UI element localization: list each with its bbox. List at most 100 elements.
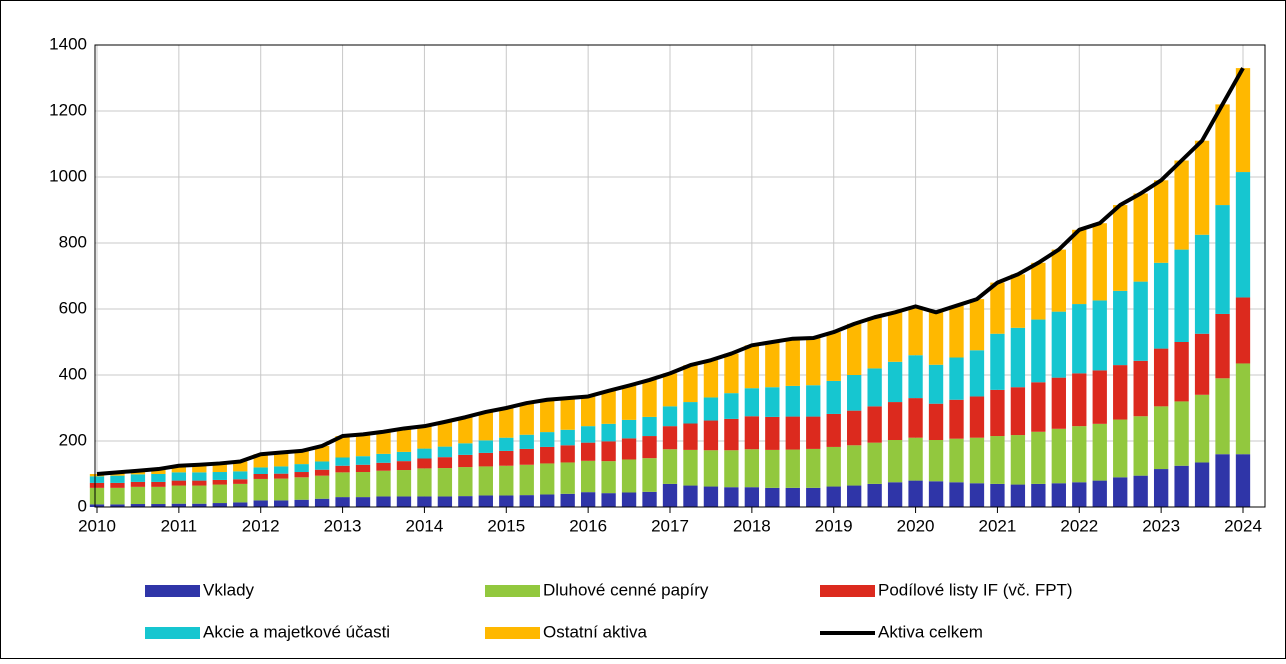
bar-segment [949,399,964,439]
y-tick-label: 600 [59,298,87,317]
legend-swatch [145,585,200,597]
bar-segment [1031,319,1046,383]
bar-segment [662,373,678,407]
bar-segment [847,445,862,486]
bar-segment [233,479,248,484]
bar-segment [89,476,105,483]
bar-segment [1215,313,1230,379]
bar-segment [806,448,821,488]
bar-segment [1051,249,1066,312]
bar-segment [1133,360,1148,417]
bar-segment [1092,370,1107,424]
bar-segment [785,449,800,488]
bar-segment [703,397,719,421]
bar-segment [1051,483,1066,507]
bar-segment [765,416,780,450]
bar-segment [642,379,657,417]
bar-segment [274,452,289,467]
bar-segment [478,411,493,441]
bar-segment [355,434,371,457]
bar-segment [294,477,309,500]
bar-segment [89,504,105,507]
bar-segment [396,496,412,507]
bar-segment [294,464,309,473]
bar-segment [662,483,678,507]
bar-segment [314,475,330,499]
bar-segment [990,333,1005,390]
bar-segment [151,474,166,482]
y-tick-label: 400 [59,364,87,383]
bar-segment [540,399,555,433]
bar-segment [417,426,432,449]
bar-segment [949,305,964,358]
bar-segment [1194,394,1210,463]
x-tick-label: 2017 [651,516,689,535]
bar-segment [151,504,166,507]
bar-segment [928,364,944,404]
bar-segment [1051,377,1066,429]
bar-segment [826,486,841,507]
bar-segment [110,475,125,483]
legend-label: Akcie a majetkové účasti [203,622,390,641]
bar-segment [560,445,575,463]
bar-segment [1235,363,1251,455]
bar-segment [437,421,453,447]
bar-segment [908,306,923,356]
bar-segment [458,417,473,444]
bar-segment [969,396,985,438]
bar-segment [928,312,944,365]
bar-segment [376,496,391,507]
legend-swatch [485,627,540,639]
bar-segment [806,487,821,507]
bar-segment [1092,423,1107,481]
bar-segment [560,493,575,507]
bar-segment [1113,477,1128,507]
bar-segment [990,483,1005,507]
bar-segment [1072,426,1087,483]
x-tick-label: 2013 [324,516,362,535]
y-tick-label: 1000 [49,166,87,185]
bar-segment [89,482,105,488]
bar-segment [703,450,719,487]
bar-segment [519,464,534,496]
bar-segment [519,495,534,507]
bar-segment [499,450,514,466]
bar-segment [458,467,473,497]
x-tick-label: 2010 [78,516,116,535]
bar-segment [826,332,841,381]
bar-segment [233,502,248,507]
bar-segment [1113,365,1128,420]
bar-segment [130,486,146,505]
bar-segment [867,317,882,369]
bar-segment [908,480,923,507]
bar-segment [1072,373,1087,427]
bar-segment [499,465,514,496]
bar-segment [785,338,800,386]
bar-segment [294,472,309,478]
bar-segment [233,483,248,503]
bar-segment [335,436,350,458]
y-tick-label: 800 [59,232,87,251]
bar-segment [908,437,923,481]
legend-label: Dluhové cenné papíry [543,580,709,599]
bar-segment [1113,205,1128,291]
bar-segment [990,436,1005,484]
bar-segment [89,474,105,477]
legend-label: Aktiva celkem [878,622,983,641]
bar-segment [601,441,616,462]
x-tick-label: 2012 [242,516,280,535]
bar-segment [662,406,678,427]
bar-segment [478,495,493,507]
bar-segment [601,493,616,507]
bar-segment [151,481,166,487]
bar-segment [621,385,637,420]
bar-segment [867,368,882,407]
bar-segment [1031,262,1046,320]
bar-segment [314,498,330,507]
y-tick-label: 1200 [49,100,87,119]
bar-segment [1174,160,1189,250]
bar-segment [785,416,800,450]
bar-segment [355,497,371,507]
plot-area [95,45,1265,507]
